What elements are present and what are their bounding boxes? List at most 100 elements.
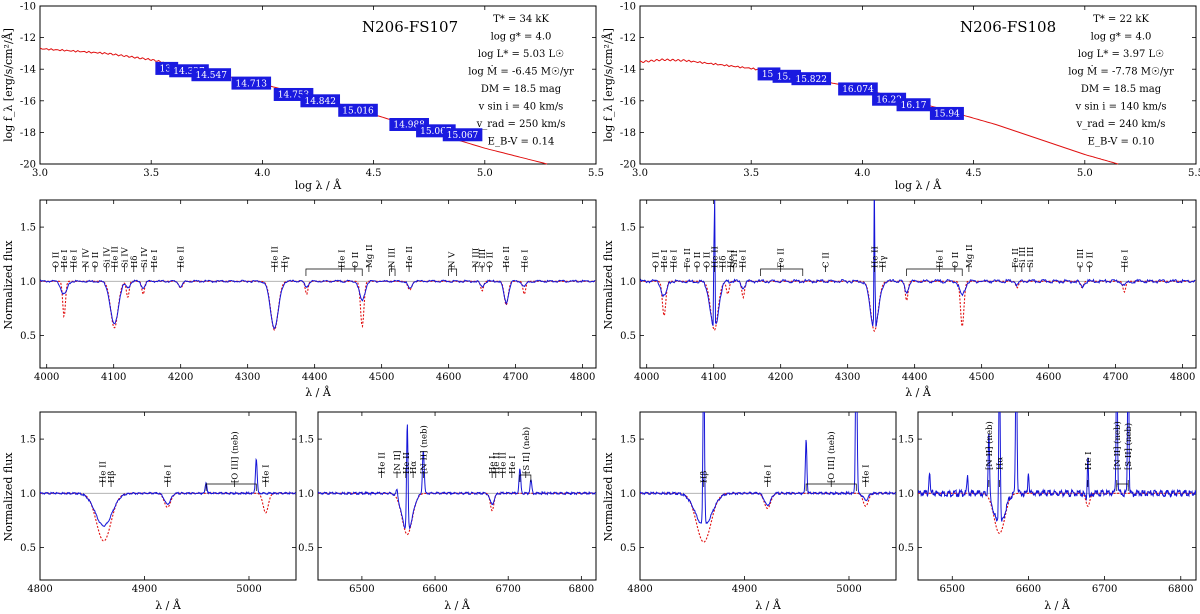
hb-right-ylabel: Normalized flux [602, 452, 615, 542]
stellar-parameter: v sin i = 140 km/s [1074, 102, 1166, 113]
line-id-label: Mg II [365, 244, 375, 268]
y-tick-label: 1.0 [620, 277, 636, 288]
y-tick-label: 1.5 [20, 435, 36, 446]
blue-left-panel: 4000 4100 4200 4300 4400 4500 4600 4700 4800 0.5 1… [2, 199, 597, 399]
photometry-label: 14.547 [195, 71, 227, 81]
x-tick-label: 4500 [369, 372, 394, 383]
line-id-label: Fe II [1011, 248, 1021, 268]
sed-model-curve [39, 47, 548, 165]
plot-area [40, 279, 596, 331]
line-id-label: [N II] (neb) [984, 421, 995, 470]
x-tick-label: 6700 [1092, 584, 1117, 595]
x-tick-label: 4300 [835, 372, 860, 383]
x-tick-label: 6800 [1168, 584, 1193, 595]
line-id-label: Mg II [965, 244, 975, 268]
sed-left-panel: 3.0 3.5 4.0 4.5 5.0 5.5 -10 -12 -14 -16 -18 -20 13.… [1, 2, 604, 193]
line-id-label: [O III] (neb) [229, 431, 240, 483]
photometry-box [300, 94, 341, 108]
line-id-bracket [906, 268, 963, 276]
line-id-label: He I [337, 249, 347, 268]
stellar-parameter: T* = 34 kK [493, 14, 549, 25]
sed-right-panel: 3.0 3.5 4.0 4.5 5.0 5.5 -10 -12 -14 -16 -18 -20 15.… [601, 2, 1200, 193]
line-id-label: He I [1084, 451, 1094, 470]
line-id-label: He II [177, 246, 187, 268]
x-tick-label: 4500 [969, 372, 994, 383]
hb-right-line-ids: Hβ He I [O III] (neb) He I [700, 431, 872, 491]
photometry-label: 14.988 [393, 121, 425, 131]
x-tick-label: 6800 [569, 584, 594, 595]
stellar-parameter: E_B-V = 0.14 [488, 137, 555, 148]
photometry-label: 16.17 [901, 101, 927, 111]
line-id-label: He I [862, 464, 872, 483]
line-id-bracket [1116, 483, 1129, 491]
model-spectrum [40, 280, 596, 331]
hb-right-frame [639, 411, 897, 581]
blue-right-frame [639, 199, 1197, 369]
observed-spectrum [640, 200, 1196, 327]
line-id-label: [S II] (neb) [521, 427, 532, 474]
sed-left-ylabel: log f_λ [erg/s/cm²/Å] [1, 28, 15, 142]
ha-left-xlabel: λ / Å [444, 598, 471, 612]
y-tick-label: -16 [20, 96, 36, 107]
photometry-label: 15. [762, 70, 776, 80]
sed-left-frame [39, 5, 597, 165]
line-id-label: He II [498, 452, 508, 474]
x-tick-label: 4300 [235, 372, 260, 383]
y-tick-label: 1.0 [20, 489, 36, 500]
x-tick-label: 4900 [732, 584, 757, 595]
line-id-label: Si III [1018, 247, 1028, 268]
x-tick-label: 4800 [570, 372, 595, 383]
blue-right-panel: 4000 4100 4200 4300 4400 4500 4600 4700 4800 0.5 1… [602, 199, 1197, 399]
x-tick-label: 3.0 [632, 168, 648, 179]
plot-area [640, 200, 1196, 332]
stellar-parameter: log g* = 4.0 [491, 32, 552, 43]
line-id-label: N V [447, 251, 457, 268]
sed-model-curve [639, 58, 1119, 165]
line-id-label: O II [651, 252, 661, 268]
line-id-label: He II [502, 246, 512, 268]
hb-right-panel: 4800 4900 5000 0.5 1.0 1.5 Hβ He I [O III] (neb… [602, 411, 897, 612]
blue-left-plot [40, 279, 596, 331]
line-id-label: [N II] (neb) [418, 425, 429, 474]
line-id-label: He I [508, 455, 518, 474]
line-id-label: He I [60, 249, 70, 268]
ha-left-frame [317, 411, 597, 581]
line-id-label: He I [69, 249, 79, 268]
line-id-bracket [305, 268, 363, 276]
stellar-parameter: DM = 18.5 mag [481, 84, 562, 95]
line-id-label: [N II] [393, 451, 403, 475]
hb-left-frame [39, 411, 297, 581]
line-id-label: He II [710, 246, 720, 268]
line-id-label: N IV [82, 248, 92, 268]
sed-left-star-name: N206-FS107 [362, 18, 458, 36]
x-tick-label: 4700 [503, 372, 528, 383]
observed-spectrum [640, 412, 896, 525]
ha-left-ticks: 6500 6600 6700 6800 0.5 1.0 1.5 [298, 412, 596, 595]
line-id-label: Fe II [683, 248, 693, 268]
line-id-label: O II [351, 252, 361, 268]
y-tick-label: -12 [20, 33, 36, 44]
x-tick-label: 4000 [634, 372, 659, 383]
line-id-bracket [805, 483, 857, 491]
sed-left-params: T* = 34 kK log g* = 4.0 log L* = 5.03 L☉ lo… [468, 14, 574, 148]
line-id-label: He I [726, 249, 736, 268]
line-id-label: O II [485, 252, 495, 268]
y-tick-label: 1.0 [20, 277, 36, 288]
x-tick-label: 6500 [349, 584, 374, 595]
line-id-label: He I [660, 249, 670, 268]
blue-left-xlabel: λ / Å [305, 385, 332, 399]
line-id-label: C III [478, 249, 488, 268]
sed-right-ticks: 3.0 3.5 4.0 4.5 5.0 5.5 -10 -12 -14 -16 -18 -20 [620, 2, 1200, 180]
line-id-label: He I [738, 249, 748, 268]
line-id-label: O II [91, 252, 101, 268]
x-tick-label: 4.0 [254, 168, 270, 179]
y-tick-label: -20 [20, 160, 36, 171]
blue-right-ticks: 4000 4100 4200 4300 4400 4500 4600 4700 4800 0.5 1… [620, 200, 1196, 383]
photometry-label: 16.074 [842, 85, 874, 95]
y-tick-label: -14 [620, 65, 636, 76]
line-id-label: N III [471, 248, 481, 268]
